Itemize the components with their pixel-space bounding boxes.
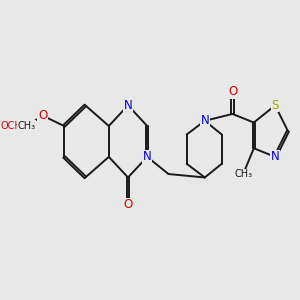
Text: O: O xyxy=(38,109,47,122)
Text: N: N xyxy=(200,114,209,127)
Text: N: N xyxy=(143,150,152,164)
Text: S: S xyxy=(272,99,279,112)
Text: O: O xyxy=(228,85,237,98)
Text: OCH₃: OCH₃ xyxy=(1,121,27,131)
Text: CH₃: CH₃ xyxy=(18,121,36,131)
Text: N: N xyxy=(124,99,132,112)
Text: CH₃: CH₃ xyxy=(234,169,252,179)
Text: O: O xyxy=(123,198,133,212)
Text: N: N xyxy=(271,150,280,164)
